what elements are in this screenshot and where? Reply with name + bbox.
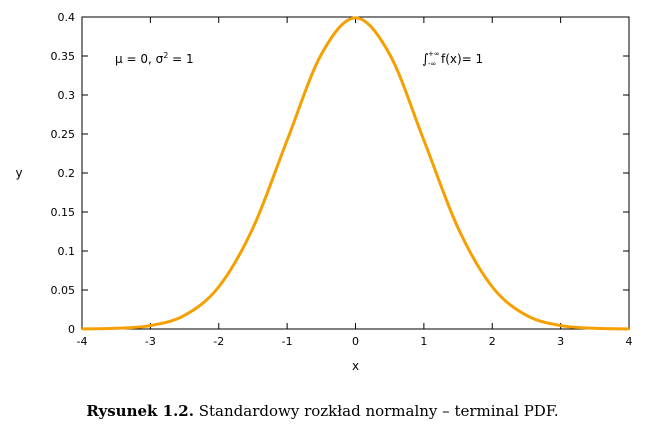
x-tick-label: 4 — [626, 335, 633, 348]
y-tick-label: 0.2 — [58, 167, 76, 180]
parameters-equals: = 1 — [168, 52, 193, 66]
x-tick-label: 2 — [489, 335, 496, 348]
integral-annotation: ∫ +∞ -∞ f(x)= 1 — [422, 50, 483, 68]
x-tick-label: 0 — [352, 335, 359, 348]
y-tick-label: 0.3 — [58, 89, 76, 102]
series-line — [81, 16, 630, 331]
parameters-text: μ = 0, σ — [115, 52, 164, 66]
x-tick-label: -4 — [77, 335, 88, 348]
y-tick-label: 0.4 — [58, 11, 76, 24]
x-tick-label: -2 — [213, 335, 224, 348]
caption-lead: Rysunek 1.2. — [86, 402, 194, 420]
y-axis-label: y — [15, 166, 22, 180]
x-axis-label: x — [352, 359, 359, 373]
y-tick-label: 0 — [68, 323, 75, 336]
figure-caption: Rysunek 1.2. Standardowy rozkład normaln… — [0, 402, 645, 420]
y-tick-label: 0.15 — [51, 206, 76, 219]
y-tick-label: 0.1 — [58, 245, 76, 258]
x-tick-label: 3 — [557, 335, 564, 348]
ticks — [81, 16, 630, 330]
caption-text: Standardowy rozkład normalny – terminal … — [193, 402, 559, 420]
tick-labels: -4 -3 -2 -1 0 1 2 3 4 0 0.05 0.1 0.15 0.2 0.25 0.3 0.35 0… — [51, 11, 633, 348]
plot-frame — [81, 16, 630, 330]
y-tick-label: 0.35 — [51, 50, 76, 63]
parameters-annotation: μ = 0, σ2 = 1 — [115, 51, 194, 66]
parameters-superscript: 2 — [163, 51, 168, 60]
integral-equation: f(x)= 1 — [441, 52, 483, 66]
x-tick-label: -1 — [282, 335, 293, 348]
integral-sign: ∫ — [422, 52, 429, 67]
integral-upper-limit: +∞ — [428, 50, 440, 58]
integral-lower-limit: -∞ — [428, 60, 436, 68]
x-tick-label: 1 — [420, 335, 427, 348]
y-tick-label: 0.05 — [51, 284, 76, 297]
x-tick-label: -3 — [145, 335, 156, 348]
y-tick-label: 0.25 — [51, 128, 76, 141]
